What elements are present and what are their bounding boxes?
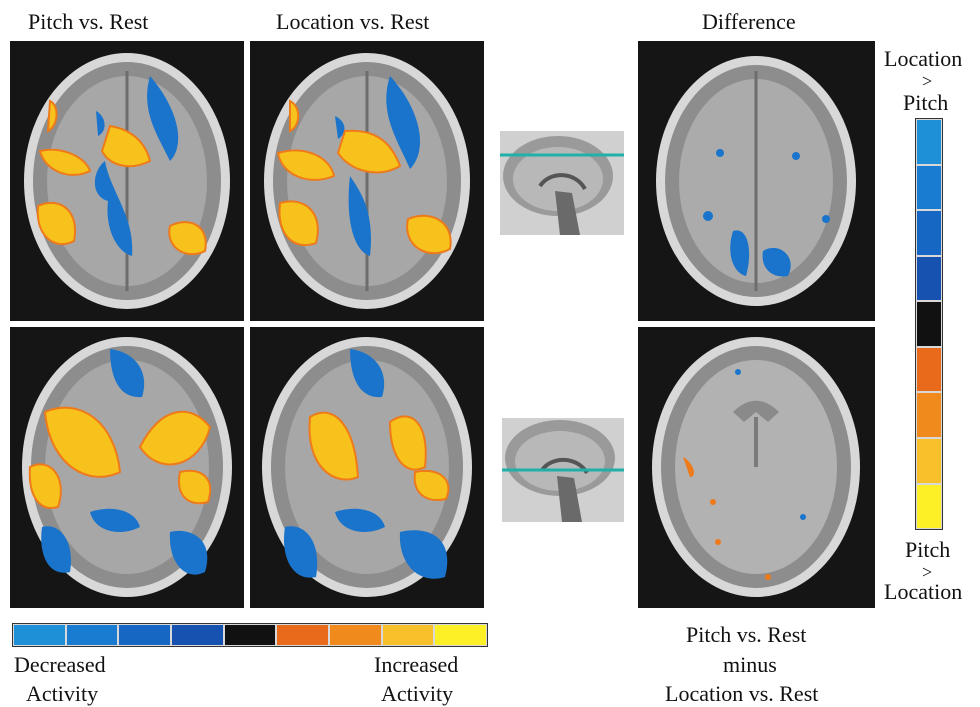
difference-colorbar-segment bbox=[916, 347, 942, 393]
caption-line3: Location vs. Rest bbox=[665, 682, 818, 706]
colorbar-segment bbox=[434, 624, 487, 646]
brain-difference-bottom bbox=[638, 327, 875, 608]
difference-colorbar-segment bbox=[916, 301, 942, 347]
colorbar-label-decreased-line1: Decreased bbox=[14, 653, 106, 677]
colorbar-segment bbox=[13, 624, 66, 646]
difference-colorbar-segment bbox=[916, 165, 942, 211]
caption-line2: minus bbox=[723, 653, 777, 677]
sagittal-thumbnail-bottom bbox=[502, 418, 624, 522]
colorbar-segment bbox=[382, 624, 435, 646]
title-difference: Difference bbox=[702, 10, 796, 34]
colorbar-label-increased-line1: Increased bbox=[374, 653, 458, 677]
scale-bottom-line3: Location bbox=[884, 580, 962, 604]
brain-difference-top bbox=[638, 41, 875, 321]
colorbar-label-increased-line2: Activity bbox=[381, 682, 453, 706]
difference-colorbar-segment bbox=[916, 392, 942, 438]
colorbar-segment bbox=[118, 624, 171, 646]
brain-location-top bbox=[250, 41, 484, 321]
colorbar-segment bbox=[224, 624, 277, 646]
colorbar-segment bbox=[171, 624, 224, 646]
difference-colorbar-segment bbox=[916, 210, 942, 256]
difference-colorbar bbox=[915, 118, 943, 530]
difference-colorbar-segment bbox=[916, 484, 942, 530]
difference-colorbar-segment bbox=[916, 256, 942, 302]
colorbar-label-decreased-line2: Activity bbox=[26, 682, 98, 706]
brain-pitch-bottom bbox=[10, 327, 244, 608]
colorbar-segment bbox=[329, 624, 382, 646]
caption-line1: Pitch vs. Rest bbox=[686, 623, 806, 647]
sagittal-thumbnail-top bbox=[500, 131, 624, 235]
title-pitch-vs-rest: Pitch vs. Rest bbox=[28, 10, 148, 34]
scale-top-line1: Location bbox=[884, 47, 962, 71]
colorbar-segment bbox=[276, 624, 329, 646]
scale-bottom-line1: Pitch bbox=[905, 538, 950, 562]
scale-top-line3: Pitch bbox=[903, 91, 948, 115]
colorbar-segment bbox=[66, 624, 119, 646]
difference-colorbar-segment bbox=[916, 119, 942, 165]
difference-colorbar-segment bbox=[916, 438, 942, 484]
brain-location-bottom bbox=[250, 327, 484, 608]
brain-pitch-top bbox=[10, 41, 244, 321]
activity-colorbar bbox=[12, 623, 488, 647]
title-location-vs-rest: Location vs. Rest bbox=[276, 10, 429, 34]
